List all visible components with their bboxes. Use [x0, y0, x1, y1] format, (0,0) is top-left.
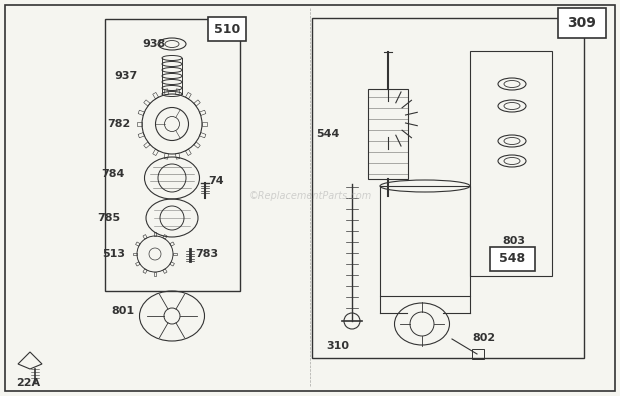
Bar: [312, 18, 584, 358]
Text: 785: 785: [97, 213, 120, 223]
Bar: [208, 17, 246, 41]
Text: 802: 802: [472, 333, 495, 343]
Text: 937: 937: [115, 71, 138, 81]
Text: 22A: 22A: [16, 378, 40, 388]
Text: 510: 510: [214, 23, 240, 36]
Text: 784: 784: [102, 169, 125, 179]
Text: ©ReplacementParts.com: ©ReplacementParts.com: [249, 191, 371, 201]
Bar: [558, 8, 606, 38]
Text: 74: 74: [208, 176, 224, 186]
Text: 310: 310: [327, 341, 350, 351]
Text: 544: 544: [317, 129, 340, 139]
Bar: [368, 89, 408, 179]
Bar: [470, 51, 552, 276]
Text: 803: 803: [502, 236, 525, 246]
Bar: [490, 247, 535, 271]
Text: 801: 801: [112, 306, 135, 316]
Bar: [472, 349, 484, 359]
Text: 783: 783: [195, 249, 218, 259]
Bar: [380, 186, 470, 296]
Text: 782: 782: [107, 119, 130, 129]
Bar: [105, 19, 240, 291]
Text: 938: 938: [142, 39, 166, 49]
Text: 548: 548: [499, 253, 525, 265]
Text: 309: 309: [567, 16, 596, 30]
Text: 513: 513: [102, 249, 125, 259]
